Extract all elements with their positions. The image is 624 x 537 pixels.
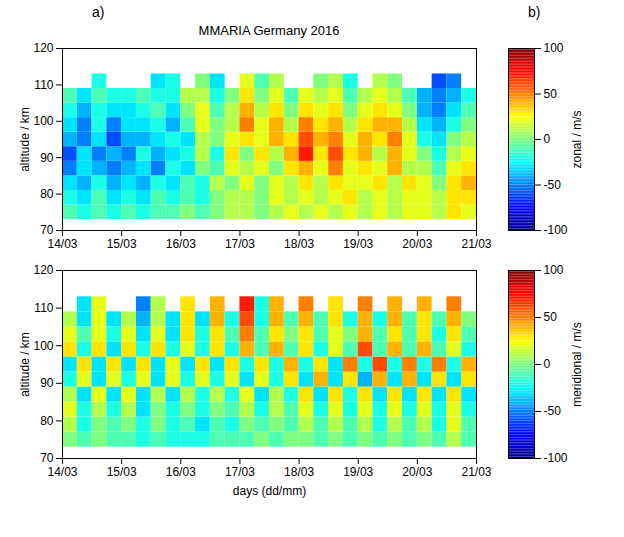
svg-text:0: 0 xyxy=(544,132,551,146)
svg-text:100: 100 xyxy=(33,339,53,353)
svg-text:110: 110 xyxy=(34,78,53,92)
svg-text:19/03: 19/03 xyxy=(343,237,373,251)
svg-text:50: 50 xyxy=(544,87,558,101)
svg-text:100: 100 xyxy=(544,41,564,55)
svg-text:21/03: 21/03 xyxy=(461,465,491,479)
svg-text:100: 100 xyxy=(544,263,564,277)
svg-text:zonal / m/s: zonal / m/s xyxy=(570,110,584,168)
svg-text:altitude / km: altitude / km xyxy=(18,107,32,172)
svg-text:80: 80 xyxy=(40,414,54,428)
svg-text:16/03: 16/03 xyxy=(166,237,196,251)
svg-text:15/03: 15/03 xyxy=(107,465,137,479)
svg-text:70: 70 xyxy=(40,223,54,237)
svg-text:110: 110 xyxy=(34,301,53,315)
svg-text:-50: -50 xyxy=(544,178,562,192)
svg-text:100: 100 xyxy=(33,114,53,128)
svg-text:16/03: 16/03 xyxy=(166,465,196,479)
svg-text:altitude / km: altitude / km xyxy=(18,332,32,397)
svg-text:18/03: 18/03 xyxy=(284,237,314,251)
svg-text:days (dd/mm): days (dd/mm) xyxy=(233,484,306,498)
svg-text:90: 90 xyxy=(40,376,54,390)
html-text:a): a) xyxy=(92,4,105,20)
svg-text:17/03: 17/03 xyxy=(225,465,255,479)
svg-text:14/03: 14/03 xyxy=(47,237,77,251)
svg-text:90: 90 xyxy=(40,151,54,165)
svg-text:-100: -100 xyxy=(544,223,568,237)
svg-text:20/03: 20/03 xyxy=(402,237,432,251)
html-text:MMARIA Germany 2016: MMARIA Germany 2016 xyxy=(198,23,340,38)
svg-text:-100: -100 xyxy=(544,451,568,465)
svg-text:18/03: 18/03 xyxy=(284,465,314,479)
svg-text:80: 80 xyxy=(40,187,54,201)
svg-text:15/03: 15/03 xyxy=(107,237,137,251)
svg-text:120: 120 xyxy=(33,41,53,55)
svg-text:meridional / m/s: meridional / m/s xyxy=(570,322,584,407)
html-text:b): b) xyxy=(528,4,541,20)
svg-text:-50: -50 xyxy=(544,404,562,418)
svg-text:120: 120 xyxy=(33,263,53,277)
svg-text:50: 50 xyxy=(544,310,558,324)
svg-text:19/03: 19/03 xyxy=(343,465,373,479)
svg-text:14/03: 14/03 xyxy=(47,465,77,479)
svg-text:17/03: 17/03 xyxy=(225,237,255,251)
svg-text:20/03: 20/03 xyxy=(402,465,432,479)
svg-text:21/03: 21/03 xyxy=(461,237,491,251)
svg-text:70: 70 xyxy=(40,451,54,465)
svg-text:0: 0 xyxy=(544,357,551,371)
